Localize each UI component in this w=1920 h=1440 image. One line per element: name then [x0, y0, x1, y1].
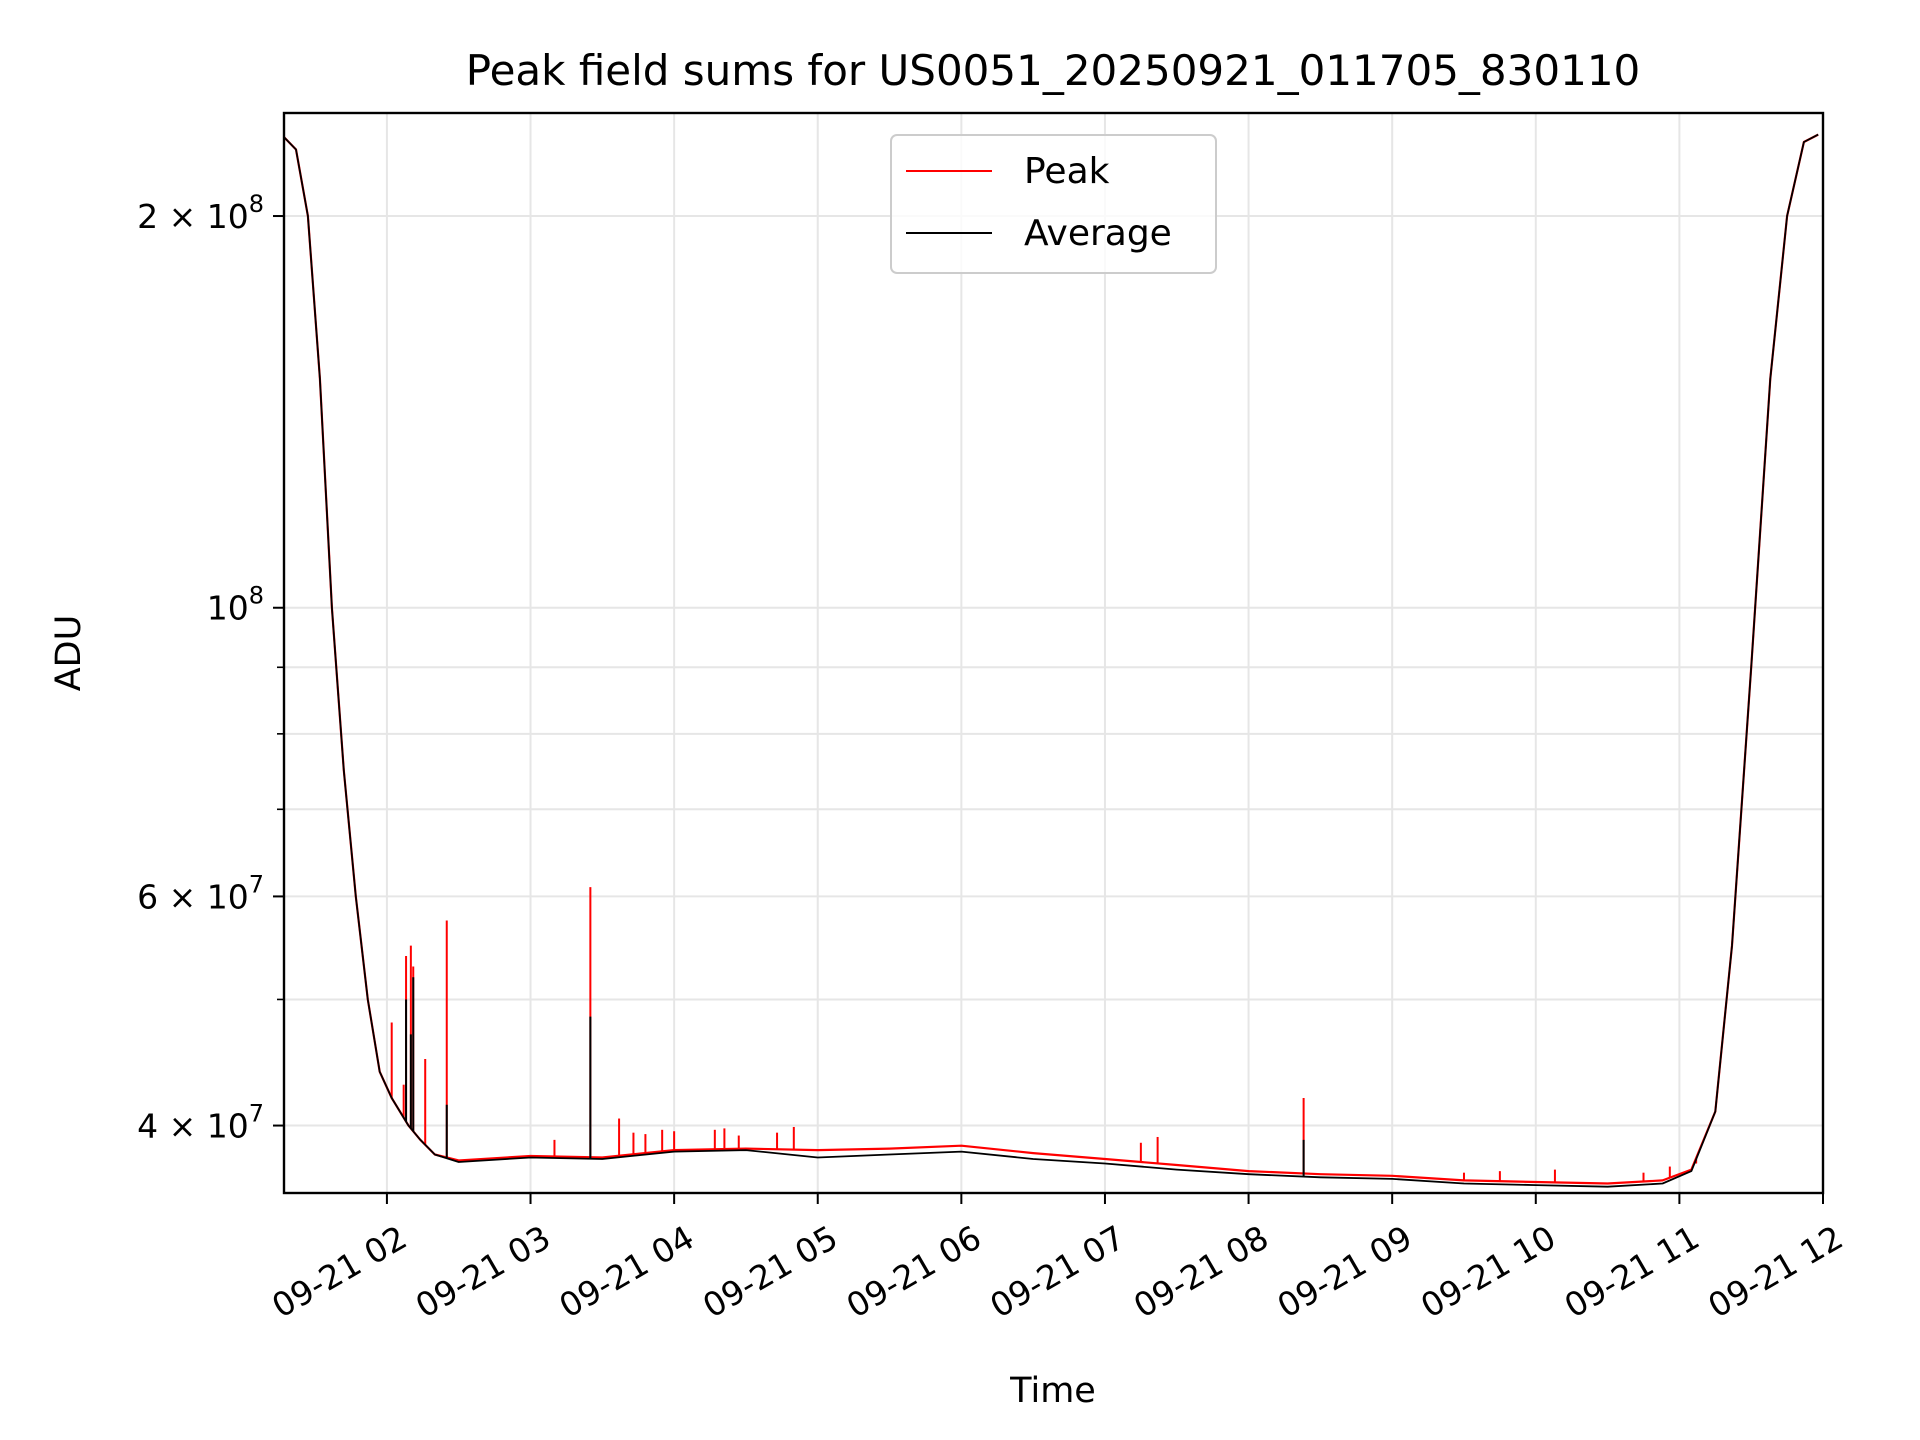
- y-tick-label: 108: [207, 582, 264, 628]
- series-layer: [283, 133, 1819, 1188]
- chart-title: Peak field sums for US0051_20250921_0117…: [466, 46, 1641, 95]
- y-tick-label: 6 × 107: [137, 870, 264, 916]
- legend-label-average: Average: [1024, 213, 1172, 254]
- y-tick-label: 2 × 108: [137, 190, 264, 236]
- x-axis-label: Time: [1009, 1371, 1096, 1411]
- plot-area: [284, 113, 1823, 1193]
- y-tick-label: 4 × 107: [137, 1100, 264, 1146]
- legend: Peak Average: [890, 134, 1217, 274]
- legend-box: [890, 134, 1217, 274]
- legend-label-peak: Peak: [1024, 151, 1110, 192]
- plot-frame: [282, 111, 1825, 1195]
- y-axis-label: ADU: [49, 615, 89, 692]
- series-line-average: [283, 133, 1819, 1188]
- series-average: [283, 133, 1819, 1188]
